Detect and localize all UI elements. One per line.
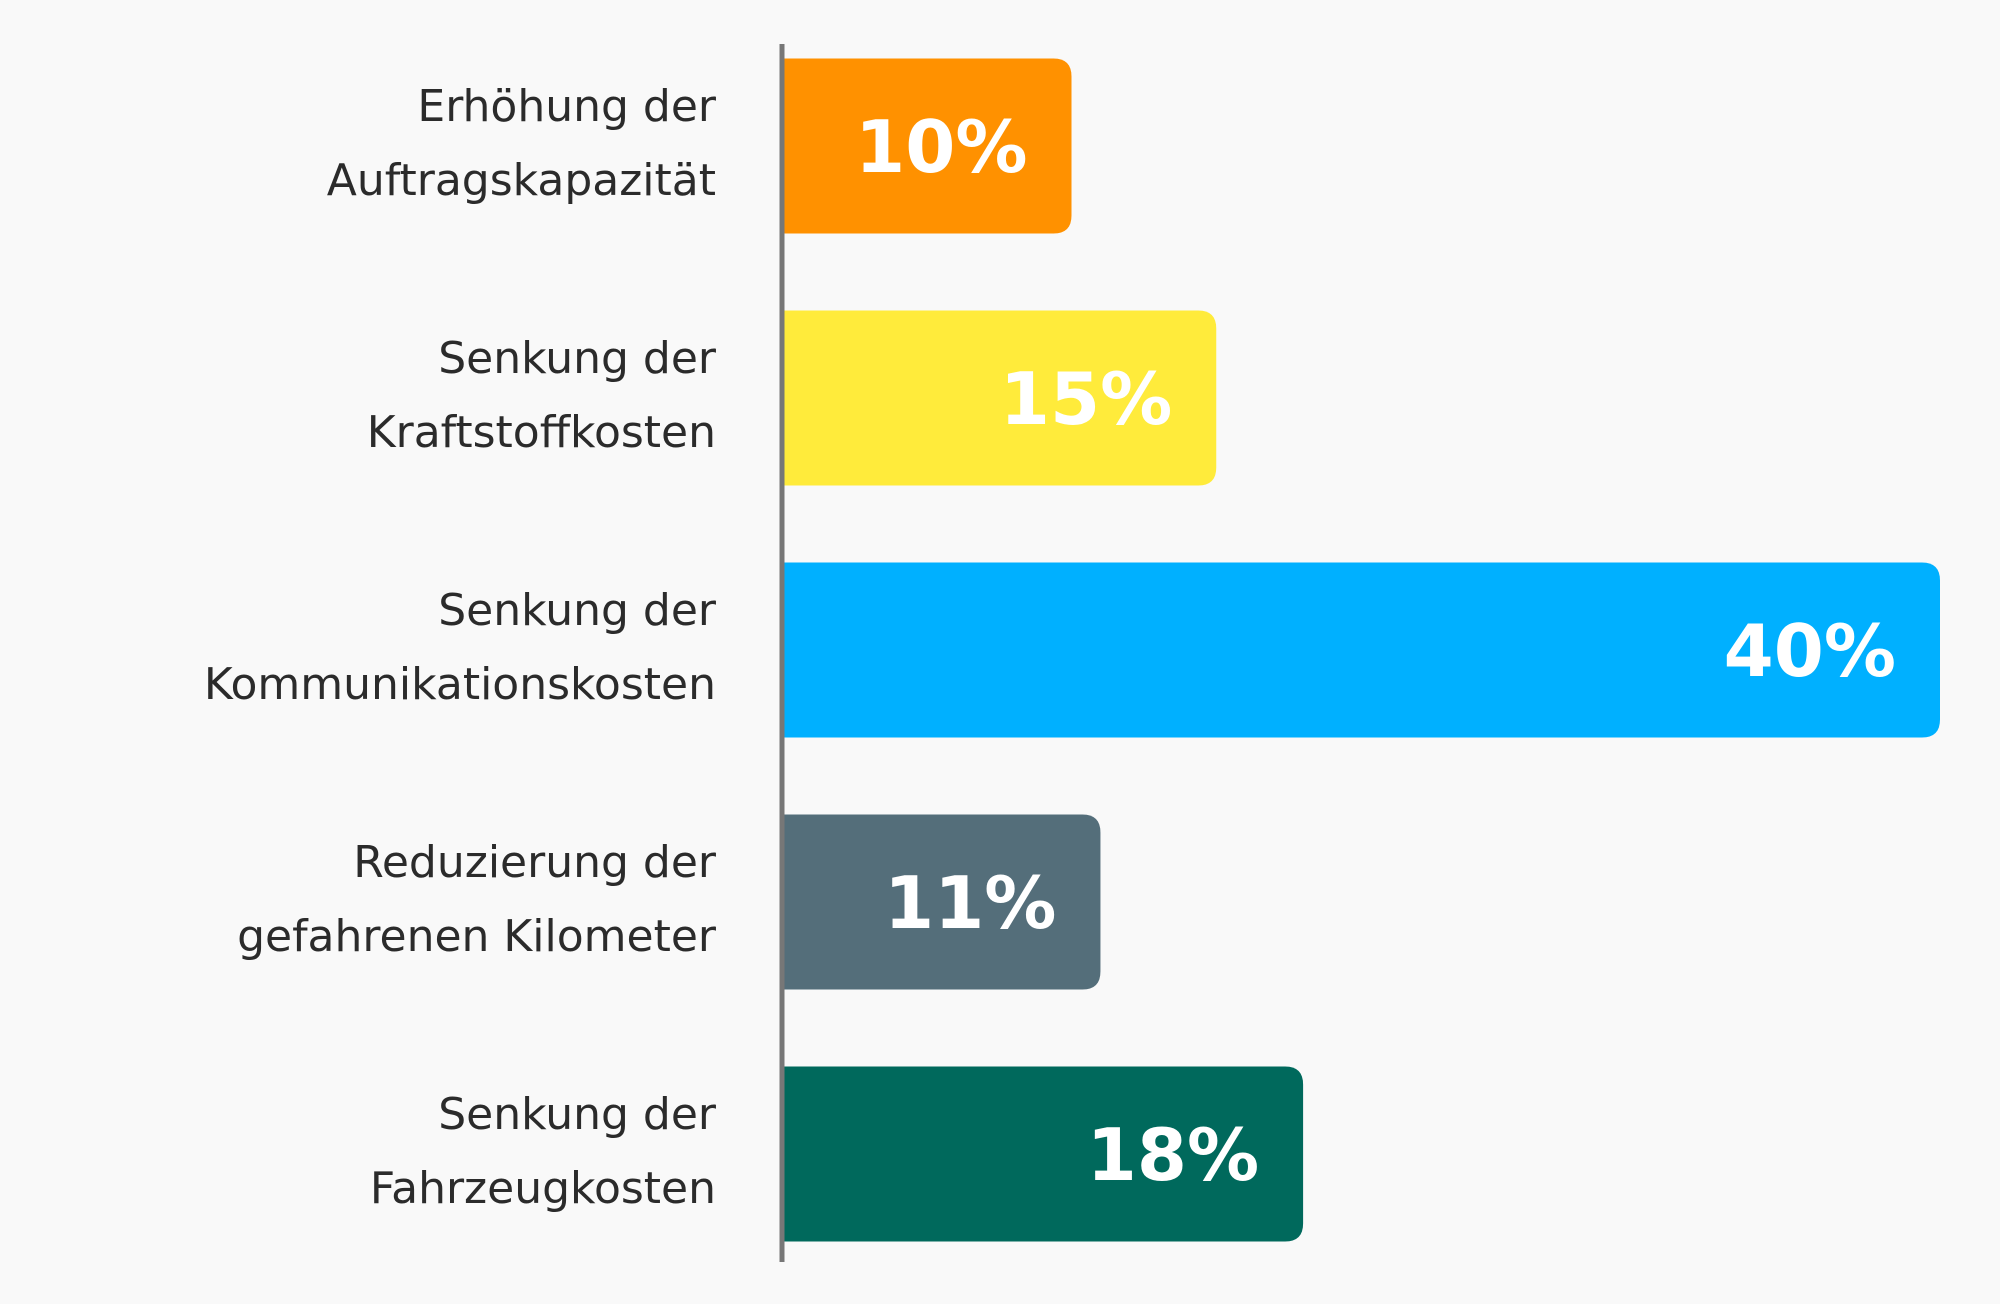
bar-3 xyxy=(782,562,1940,738)
value-label-1: 10% xyxy=(855,105,1027,189)
bar-4 xyxy=(782,814,1101,990)
bars-layer xyxy=(782,58,1940,1242)
category-label-5-line-1: Senkung der xyxy=(438,1089,717,1140)
value-label-3: 40% xyxy=(1724,609,1896,693)
bar-5 xyxy=(782,1066,1304,1242)
category-label-1-line-2: Auftragskapazität xyxy=(327,155,716,206)
category-label-4-line-1: Reduzierung der xyxy=(353,837,717,888)
category-label-2-line-2: Kraftstoffkosten xyxy=(367,407,716,458)
category-labels-layer: Erhöhung der Auftragskapazität Senkung der… xyxy=(204,81,717,1214)
category-label-4-line-2: gefahrenen Kilometer xyxy=(237,911,717,962)
category-label-2-line-1: Senkung der xyxy=(438,333,717,384)
category-label-5-line-2: Fahrzeugkosten xyxy=(370,1163,716,1214)
bar-1 xyxy=(782,58,1072,234)
bar-2 xyxy=(782,310,1217,486)
category-label-3-line-1: Senkung der xyxy=(438,585,717,636)
value-labels-layer: 10% 15% 40% 11% 18% xyxy=(855,105,1896,1197)
category-label-3-line-2: Kommunikationskosten xyxy=(204,659,716,710)
value-label-4: 11% xyxy=(884,861,1056,945)
value-label-2: 15% xyxy=(1000,357,1172,441)
category-label-1-line-1: Erhöhung der xyxy=(417,81,717,132)
value-label-5: 18% xyxy=(1087,1113,1259,1197)
